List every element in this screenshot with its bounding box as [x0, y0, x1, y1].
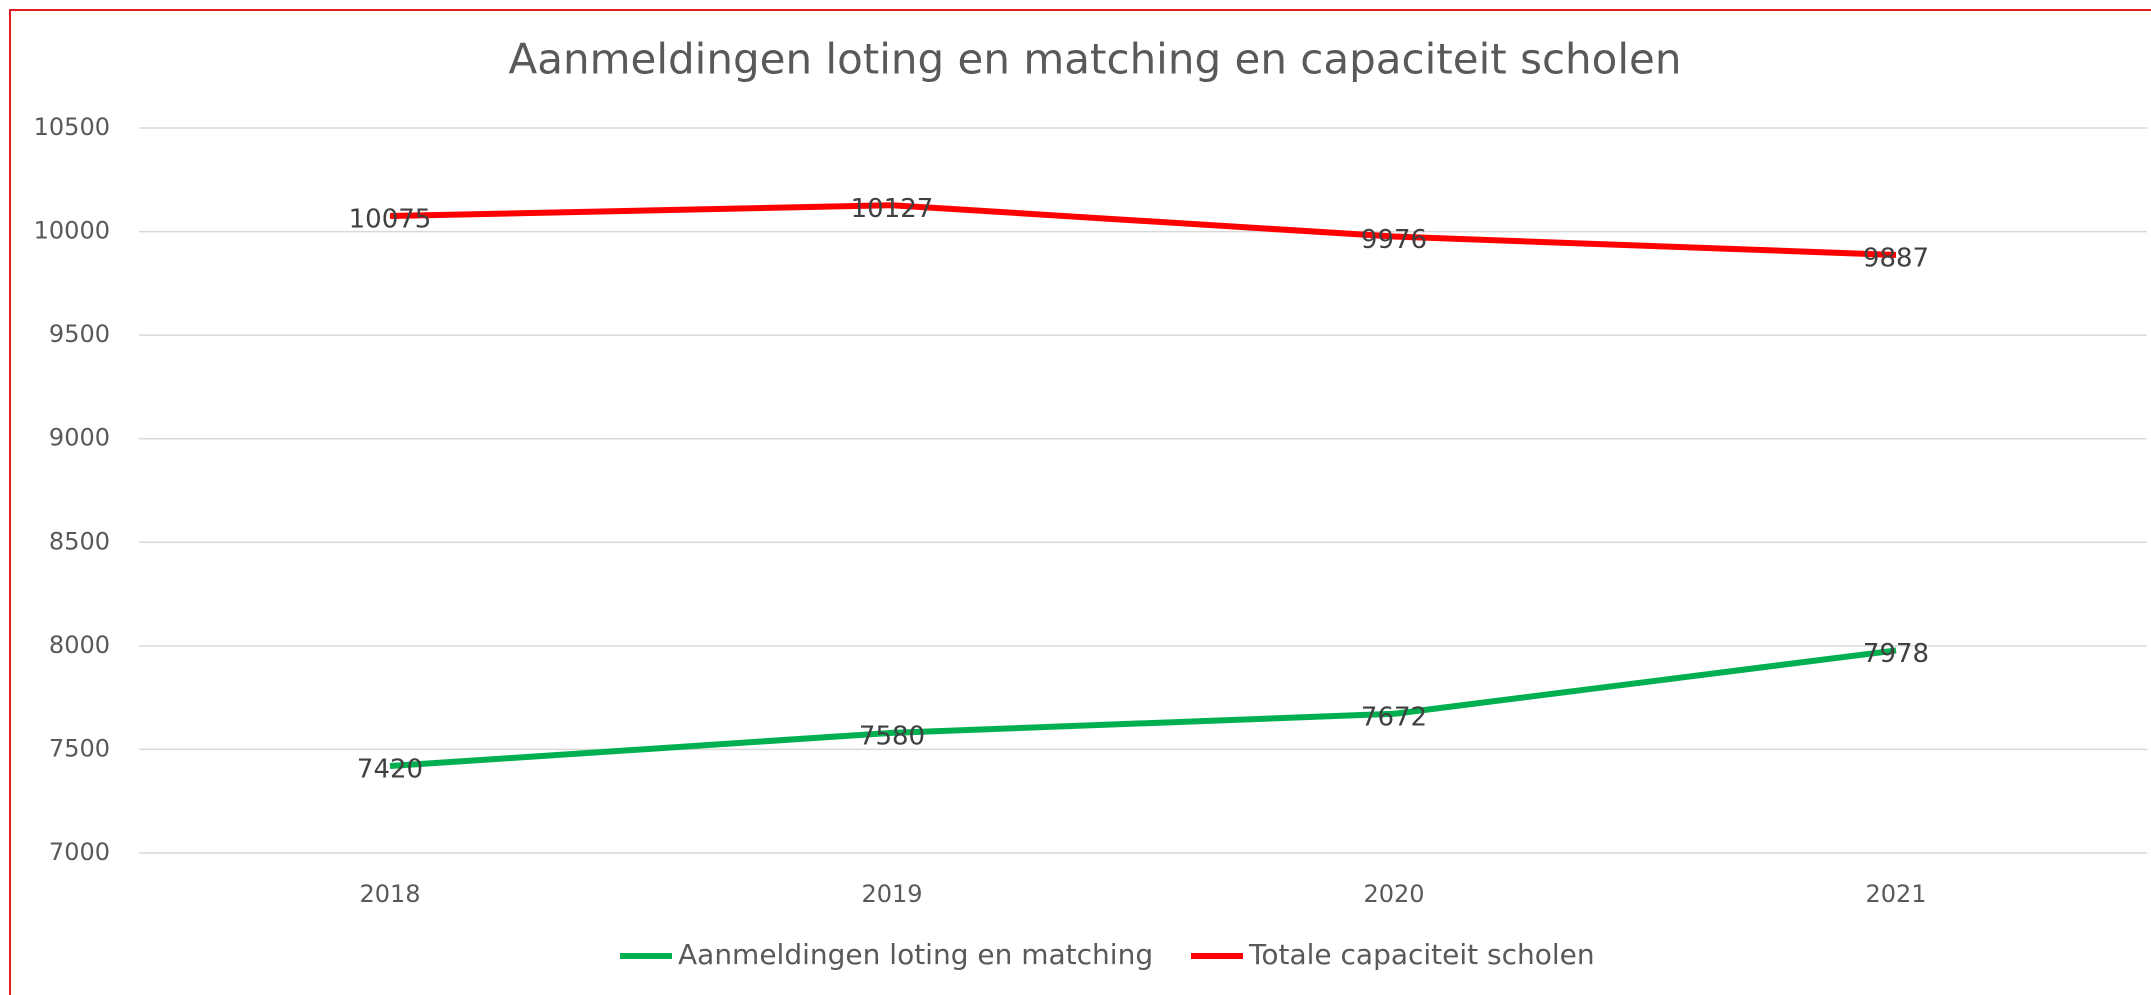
y-tick-label: 9500 — [49, 320, 110, 348]
line-series — [389, 647, 1897, 769]
chart-title: Aanmeldingen loting en matching en capac… — [508, 35, 1681, 84]
y-tick-label: 9000 — [49, 424, 110, 452]
data-label: 7672 — [1361, 702, 1427, 732]
x-tick-label: 2019 — [861, 880, 922, 908]
y-tick-label: 7500 — [49, 734, 110, 762]
y-tick-label: 8500 — [49, 527, 110, 555]
y-tick-label: 8000 — [49, 631, 110, 659]
y-tick-label: 10500 — [34, 113, 110, 141]
data-label: 10075 — [349, 205, 432, 235]
x-tick-label: 2021 — [1865, 880, 1926, 908]
chart-border — [9, 9, 2151, 995]
y-tick-label: 7000 — [49, 838, 110, 866]
data-label: 7580 — [859, 721, 925, 751]
data-label: 10127 — [851, 194, 934, 224]
legend-label: Aanmeldingen loting en matching — [678, 938, 1153, 971]
data-label: 9887 — [1863, 243, 1929, 273]
x-tick-label: 2020 — [1363, 880, 1424, 908]
data-label: 7420 — [357, 755, 423, 785]
legend-label: Totale capaciteit scholen — [1248, 938, 1595, 971]
line-series — [389, 202, 1897, 258]
x-tick-label: 2018 — [359, 880, 420, 908]
data-label: 9976 — [1361, 225, 1427, 255]
y-tick-label: 10000 — [34, 217, 110, 245]
data-label: 7978 — [1863, 639, 1929, 669]
